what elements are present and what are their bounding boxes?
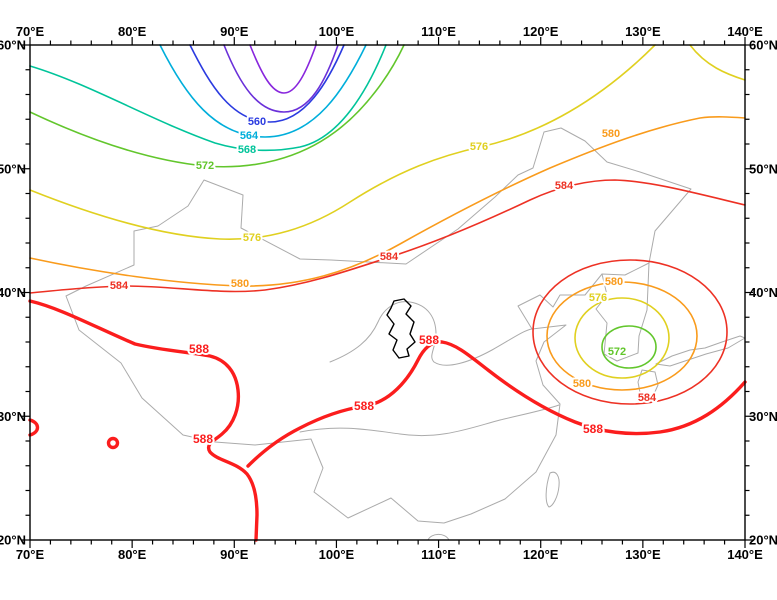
coastline-border-path xyxy=(299,404,560,437)
contour-label-572: 572 xyxy=(196,160,214,172)
contour-label-560: 560 xyxy=(248,116,266,128)
y-axis-label-right: 40°N xyxy=(749,285,777,300)
x-axis-label-top: 120°E xyxy=(523,24,559,39)
x-axis-label-top: 90°E xyxy=(220,24,249,39)
contour-label-576: 576 xyxy=(589,292,607,304)
contour-label-588: 588 xyxy=(193,432,213,446)
contour-layer xyxy=(28,44,747,542)
y-axis-label-left: 60°N xyxy=(0,38,26,53)
basemap-layer xyxy=(65,127,746,541)
y-axis-label-left: 50°N xyxy=(0,161,26,176)
x-axis-label-bottom: 110°E xyxy=(421,547,456,562)
contour-label-584: 584 xyxy=(638,392,657,404)
contour-line-584 xyxy=(29,179,746,294)
x-axis-label-bottom: 70°E xyxy=(16,547,45,562)
y-axis-label-right: 60°N xyxy=(749,38,777,53)
contour-line-576 xyxy=(574,297,670,379)
contour-line-560 xyxy=(189,44,345,123)
contour-line-588 xyxy=(246,340,747,468)
contour-label-576: 576 xyxy=(470,141,488,153)
contour-label-584: 584 xyxy=(555,180,574,192)
contour-line-580 xyxy=(29,116,746,287)
contour-label-588: 588 xyxy=(419,333,439,347)
x-axis-label-bottom: 140°E xyxy=(727,547,763,562)
contour-line-580 xyxy=(546,281,698,391)
contour-label-576: 576 xyxy=(243,232,261,244)
highlighted-region-outline xyxy=(386,298,416,359)
coastline-border-path xyxy=(427,533,450,541)
y-axis-label-left: 20°N xyxy=(0,533,26,548)
coastline-border-path xyxy=(329,301,533,366)
contour-label-584: 584 xyxy=(380,251,399,263)
x-axis-label-top: 140°E xyxy=(727,24,763,39)
x-axis-label-bottom: 120°E xyxy=(523,547,559,562)
y-axis-label-left: 30°N xyxy=(0,409,26,424)
contour-label-564: 564 xyxy=(240,130,259,142)
contour-label-588: 588 xyxy=(583,422,603,436)
contour-line-572 xyxy=(601,325,657,369)
contour-line-576 xyxy=(689,44,746,81)
contour-line-576 xyxy=(29,44,656,240)
x-axis-label-top: 130°E xyxy=(625,24,661,39)
coastline-border-path xyxy=(655,335,746,367)
contour-line-572 xyxy=(29,44,405,168)
x-axis-label-bottom: 130°E xyxy=(625,547,661,562)
x-axis-label-top: 70°E xyxy=(16,24,45,39)
contour-label-580: 580 xyxy=(573,378,591,390)
contour-label-572: 572 xyxy=(608,346,626,358)
y-axis-label-left: 40°N xyxy=(0,285,26,300)
contour-label-584: 584 xyxy=(110,280,129,292)
contour-line-564 xyxy=(159,44,367,138)
x-axis-label-bottom: 90°E xyxy=(220,547,249,562)
contour-label-580: 580 xyxy=(231,278,249,290)
y-axis-label-right: 30°N xyxy=(749,409,777,424)
contour-label-580: 580 xyxy=(605,276,623,288)
y-axis-label-right: 20°N xyxy=(749,533,777,548)
contour-label-layer: 560 564 568 572 572 576 576 576 580 580 580 580 584 5… xyxy=(108,114,659,448)
contour-line-556 xyxy=(223,44,339,113)
x-axis-label-bottom: 80°E xyxy=(118,547,147,562)
contour-line-552 xyxy=(249,44,317,94)
plot-frame xyxy=(29,44,746,541)
contour-line-584 xyxy=(532,259,728,405)
contour-label-568: 568 xyxy=(238,144,256,156)
axis-layer: 70°E 70°E 80°E 80°E 90°E 90°E 100°E 100°E 110°E 1… xyxy=(0,24,777,562)
contour-label-580: 580 xyxy=(602,128,620,140)
y-axis-label-right: 50°N xyxy=(749,161,777,176)
plot-frame-layer xyxy=(29,44,746,541)
x-axis-label-top: 100°E xyxy=(319,24,355,39)
x-axis-label-top: 110°E xyxy=(421,24,456,39)
coastline-border-path xyxy=(65,127,692,524)
x-axis-label-bottom: 100°E xyxy=(319,547,355,562)
contour-line-568 xyxy=(29,44,387,152)
contour-line-588 xyxy=(106,436,120,450)
coastline-border-path xyxy=(545,471,560,508)
x-axis-label-top: 80°E xyxy=(118,24,147,39)
contour-line-588 xyxy=(28,418,40,437)
contour-label-588: 588 xyxy=(354,399,374,413)
contour-label-588: 588 xyxy=(189,342,209,356)
contour-line-588 xyxy=(28,299,259,542)
